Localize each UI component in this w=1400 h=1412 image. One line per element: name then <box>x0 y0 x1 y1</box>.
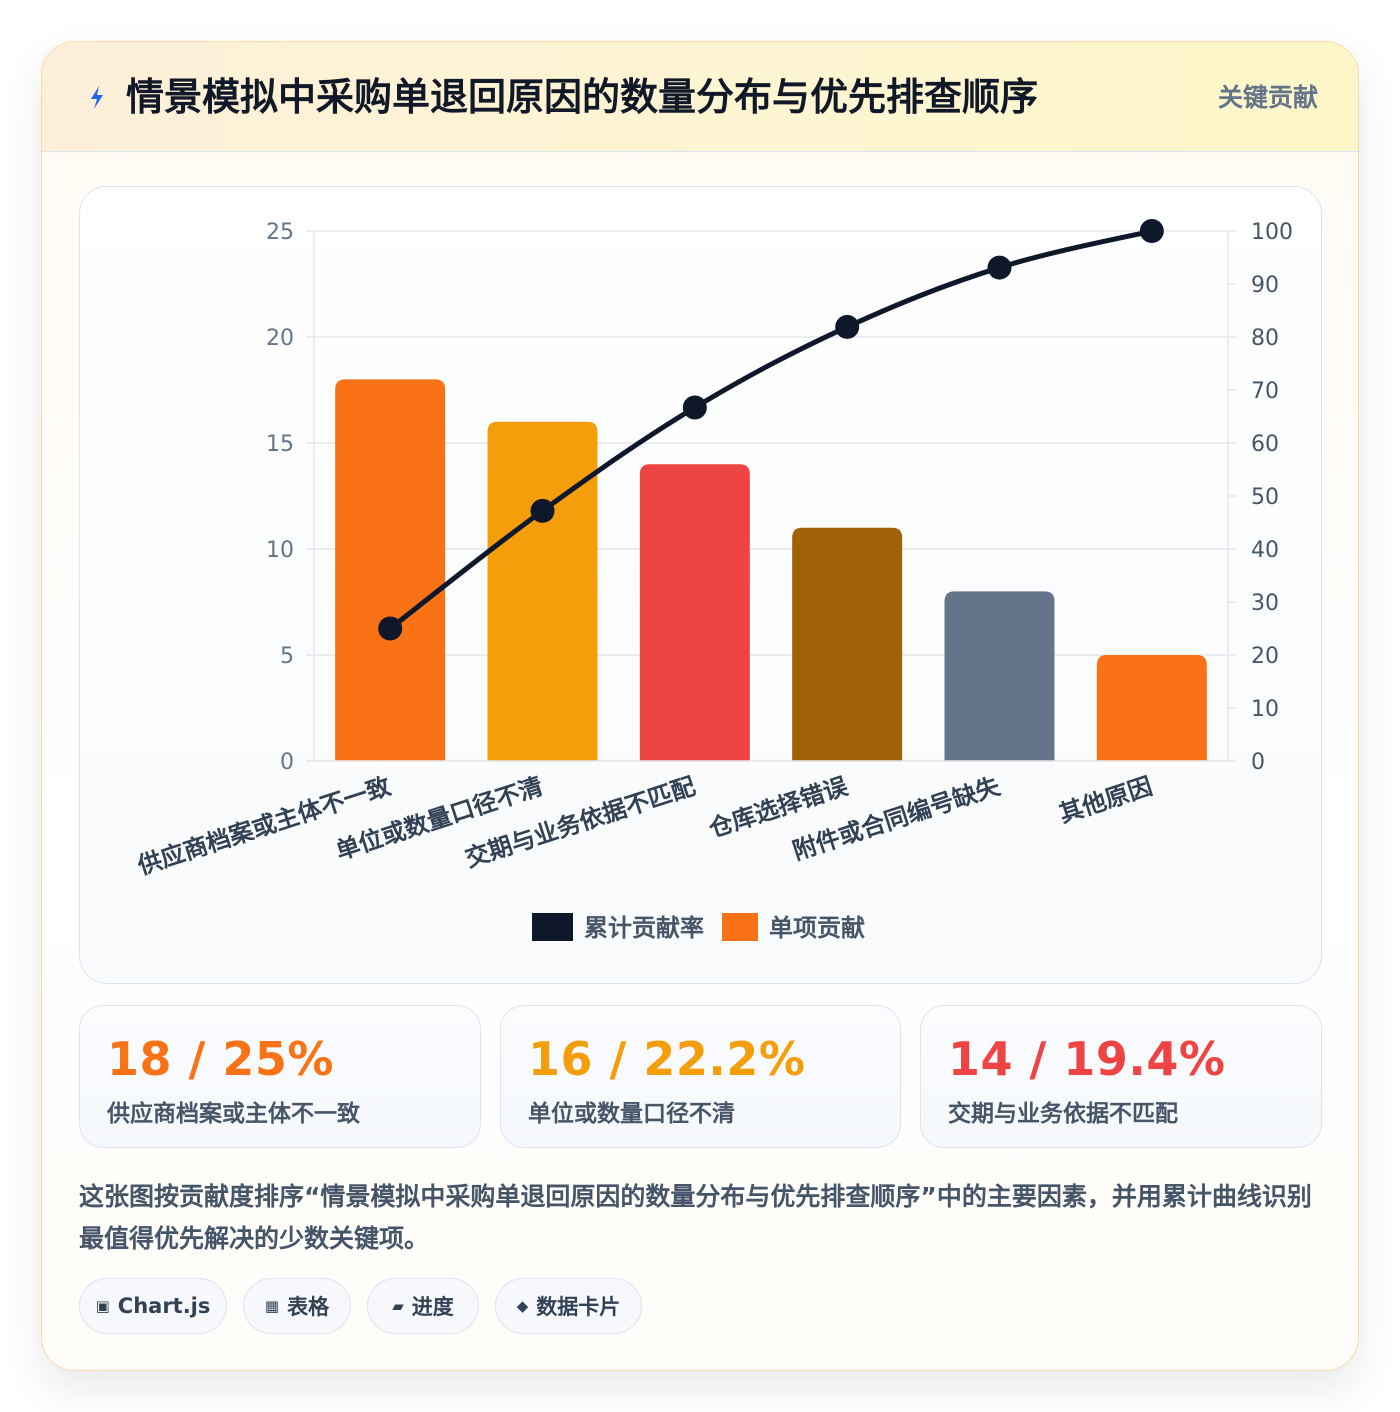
diamond-icon: ◆ <box>516 1297 529 1315</box>
stat-card-2: 16 / 22.2% 单位或数量口径不清 <box>500 1005 901 1148</box>
y-left-tick-label: 10 <box>266 538 294 563</box>
tag-table[interactable]: ▦ 表格 <box>243 1278 351 1334</box>
y-right-tick-label: 70 <box>1251 379 1279 404</box>
y-right-tick-label: 50 <box>1251 485 1279 510</box>
y-left-tick-label: 5 <box>280 644 294 669</box>
x-tick-label: 其他原因 <box>1056 772 1156 828</box>
bar[interactable] <box>1096 655 1207 761</box>
table-icon: ▦ <box>264 1297 280 1315</box>
cumulative-line <box>388 228 1153 631</box>
chart-icon: ▣ <box>95 1297 110 1315</box>
bar[interactable] <box>792 527 903 761</box>
line-point[interactable] <box>1139 219 1164 243</box>
stat-label: 供应商档案或主体不一致 <box>107 1101 360 1127</box>
chart-description: 这张图按贡献度排序“情景模拟中采购单退回原因的数量分布与优先排查顺序”中的主要因… <box>79 1182 1312 1253</box>
tag-label: Chart.js <box>117 1294 211 1318</box>
bar[interactable] <box>487 421 598 761</box>
stat-value: 14 / 19.4% <box>948 1032 1226 1086</box>
y-right-tick-label: 20 <box>1251 644 1279 669</box>
y-right-tick-label: 30 <box>1251 591 1279 616</box>
tag-label: 进度 <box>411 1295 454 1319</box>
y-right-tick-label: 60 <box>1251 432 1279 457</box>
pareto-chart: 0 5 10 15 20 25 0 10 20 30 40 50 60 70 80 90 100 供应商档案或主体… <box>133 219 1293 942</box>
legend-swatch <box>722 913 758 941</box>
tag-label: 表格 <box>287 1295 330 1319</box>
legend-label[interactable]: 单项贡献 <box>769 914 865 942</box>
tag-progress[interactable]: ▰ 进度 <box>367 1278 479 1334</box>
legend-label[interactable]: 累计贡献率 <box>584 914 704 942</box>
line-point[interactable] <box>530 498 555 523</box>
legend-swatch <box>532 913 573 941</box>
bar[interactable] <box>639 464 750 761</box>
y-left-tick-label: 25 <box>266 220 294 245</box>
line-point[interactable] <box>835 314 860 339</box>
y-right-tick-label: 80 <box>1251 326 1279 351</box>
y-left-tick-label: 0 <box>280 750 294 775</box>
y-left-tick-label: 15 <box>266 432 294 457</box>
line-point[interactable] <box>682 395 707 420</box>
stat-label: 单位或数量口径不清 <box>528 1101 735 1127</box>
y-right-tick-label: 0 <box>1251 750 1265 775</box>
chart-panel: 0 5 10 15 20 25 0 10 20 30 40 50 60 70 80 90 100 供应商档案或主体… <box>79 186 1322 984</box>
y-right-tick-label: 40 <box>1251 538 1279 563</box>
line-point[interactable] <box>378 616 403 641</box>
stat-card-1: 18 / 25% 供应商档案或主体不一致 <box>79 1005 481 1148</box>
x-tick-label: 供应商档案或主体不一致 <box>133 772 395 881</box>
tag-data-card[interactable]: ◆ 数据卡片 <box>495 1278 642 1334</box>
bar[interactable] <box>944 591 1055 761</box>
stat-card-3: 14 / 19.4% 交期与业务依据不匹配 <box>920 1005 1322 1148</box>
y-left-tick-label: 20 <box>266 326 294 351</box>
stat-label: 交期与业务依据不匹配 <box>948 1101 1178 1127</box>
stat-value: 16 / 22.2% <box>528 1032 806 1086</box>
tag-chartjs[interactable]: ▣ Chart.js <box>79 1278 227 1334</box>
page-title: 情景模拟中采购单退回原因的数量分布与优先排查顺序 <box>126 75 1039 119</box>
tag-label: 数据卡片 <box>536 1295 621 1319</box>
bar[interactable] <box>335 379 446 761</box>
progress-icon: ▰ <box>392 1297 404 1315</box>
line-point[interactable] <box>987 255 1012 280</box>
y-right-tick-label: 100 <box>1251 220 1293 245</box>
report-card: 情景模拟中采购单退回原因的数量分布与优先排查顺序 关键贡献 0 5 10 15 20 25… <box>41 41 1359 1371</box>
y-right-tick-label: 10 <box>1251 697 1279 722</box>
y-right-tick-label: 90 <box>1251 273 1279 298</box>
lightning-icon <box>91 86 103 109</box>
stat-value: 18 / 25% <box>107 1032 334 1086</box>
card-header: 情景模拟中采购单退回原因的数量分布与优先排查顺序 关键贡献 <box>42 42 1358 152</box>
header-badge: 关键贡献 <box>1217 83 1318 112</box>
